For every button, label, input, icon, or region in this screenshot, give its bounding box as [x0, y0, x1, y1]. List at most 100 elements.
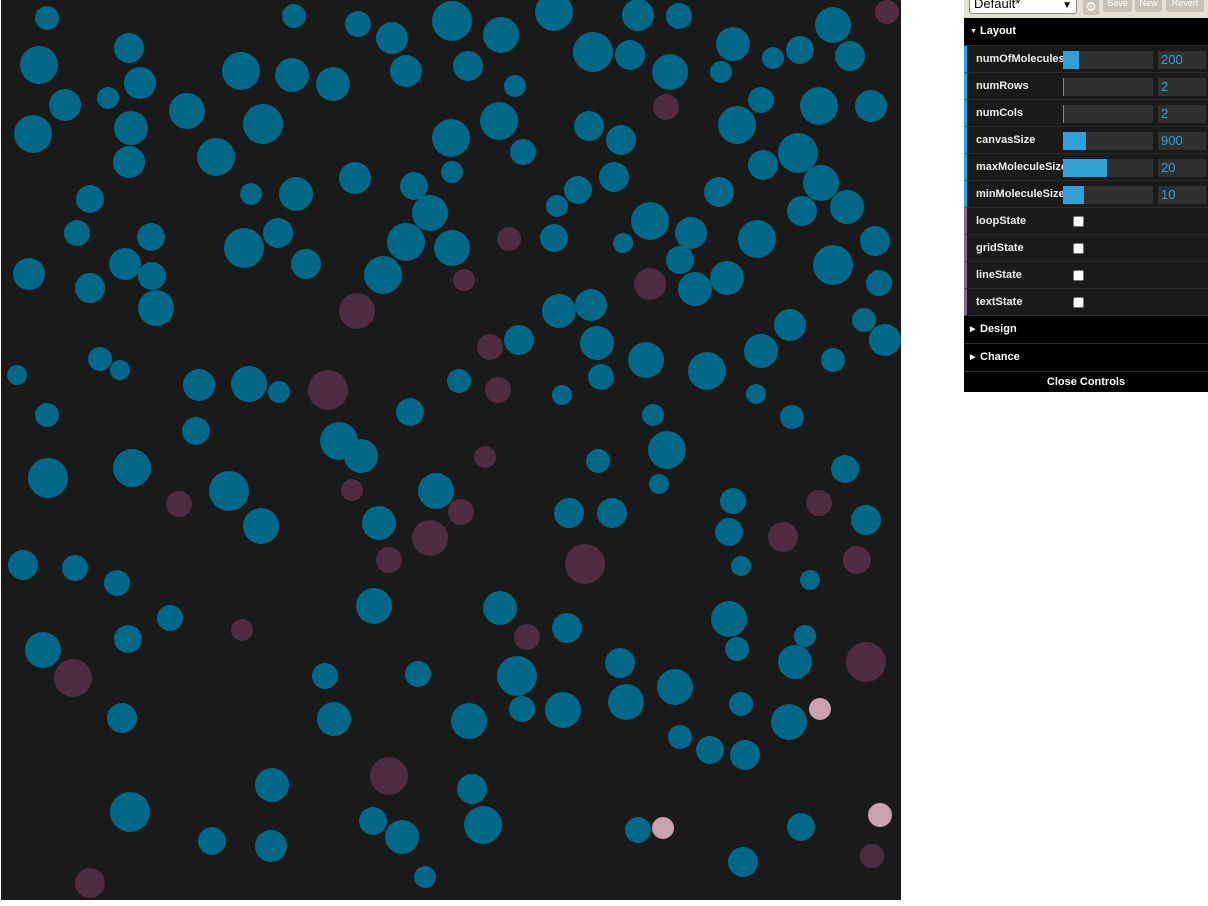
design-folder-title[interactable]: ▶ Design — [964, 316, 1208, 344]
molecule — [198, 827, 226, 855]
molecule — [14, 115, 52, 153]
slider-track[interactable] — [1063, 159, 1153, 177]
molecule — [109, 248, 141, 280]
molecule — [813, 245, 853, 285]
molecule — [565, 544, 605, 584]
molecule — [414, 866, 436, 888]
molecule — [649, 474, 669, 494]
slider-track[interactable] — [1063, 78, 1153, 96]
molecule — [76, 185, 104, 213]
gear-icon[interactable]: ⚙ — [1083, 0, 1099, 15]
molecule — [339, 162, 371, 194]
molecule — [432, 1, 472, 41]
checkbox[interactable] — [1073, 270, 1084, 281]
molecule — [509, 696, 535, 722]
checkbox[interactable] — [1073, 216, 1084, 227]
molecule — [588, 364, 614, 390]
checkbox[interactable] — [1073, 297, 1084, 308]
slider-track[interactable] — [1063, 105, 1153, 123]
molecule — [464, 806, 502, 844]
molecule — [744, 334, 778, 368]
molecule — [634, 268, 666, 300]
molecule — [855, 90, 887, 122]
molecule — [169, 93, 205, 129]
slider-track[interactable] — [1063, 51, 1153, 69]
triangle-right-icon: ▶ — [970, 354, 976, 361]
molecule — [504, 75, 526, 97]
molecule — [803, 165, 839, 201]
molecule — [599, 162, 629, 192]
preset-select[interactable]: Default* ▼ — [969, 0, 1077, 14]
molecule — [860, 844, 884, 868]
molecule — [608, 684, 644, 720]
molecule — [75, 273, 105, 303]
molecule — [657, 669, 693, 705]
molecule — [376, 22, 408, 54]
molecule — [480, 102, 518, 140]
number-input[interactable]: 200 — [1158, 51, 1206, 69]
slider-fill — [1063, 159, 1108, 177]
molecule — [166, 491, 192, 517]
molecule — [453, 269, 475, 291]
slider-row-maxMoleculeSize: maxMoleculeSize 20 — [964, 154, 1208, 181]
slider-row-canvasSize: canvasSize 900 — [964, 127, 1208, 154]
molecule — [477, 334, 503, 360]
chance-folder-title[interactable]: ▶ Chance — [964, 344, 1208, 372]
molecule — [728, 847, 758, 877]
molecule — [711, 601, 747, 637]
slider-fill — [1063, 51, 1080, 69]
molecule — [255, 768, 289, 802]
molecule — [597, 498, 627, 528]
molecule — [720, 488, 746, 514]
revert-button[interactable]: Revert — [1166, 0, 1204, 12]
molecule — [552, 385, 572, 405]
layout-folder-title[interactable]: ▼ Layout — [964, 18, 1208, 46]
number-input[interactable]: 2 — [1158, 78, 1206, 96]
molecule — [738, 220, 776, 258]
molecule — [688, 352, 726, 390]
molecule-canvas[interactable] — [1, 0, 901, 900]
molecule-svg — [7, 0, 901, 898]
checkbox[interactable] — [1073, 243, 1084, 254]
molecule — [666, 246, 694, 274]
molecule — [575, 289, 607, 321]
molecule — [778, 133, 818, 173]
molecule — [774, 309, 806, 341]
molecule — [268, 381, 290, 403]
number-input[interactable]: 20 — [1158, 159, 1206, 177]
number-input[interactable]: 2 — [1158, 105, 1206, 123]
molecule — [730, 740, 760, 770]
molecule — [243, 104, 283, 144]
new-button[interactable]: New — [1135, 0, 1162, 12]
molecule — [615, 40, 645, 70]
molecule — [606, 125, 636, 155]
molecule — [546, 195, 568, 217]
molecule — [49, 89, 81, 121]
molecule — [497, 656, 537, 696]
molecule — [434, 230, 470, 266]
layout-folder-label: Layout — [980, 25, 1017, 37]
molecule — [7, 365, 27, 385]
molecule — [35, 403, 59, 427]
number-input[interactable]: 900 — [1158, 132, 1206, 150]
molecule — [851, 505, 881, 535]
molecule — [364, 256, 402, 294]
molecule — [800, 570, 820, 590]
molecule — [648, 431, 686, 469]
molecule — [448, 499, 474, 525]
molecule — [138, 290, 174, 326]
number-input[interactable]: 10 — [1158, 186, 1206, 204]
molecule — [28, 458, 68, 498]
slider-track[interactable] — [1063, 132, 1153, 150]
molecule — [725, 637, 749, 661]
molecule — [359, 807, 387, 835]
close-controls-button[interactable]: Close Controls — [964, 372, 1208, 392]
slider-track[interactable] — [1063, 186, 1153, 204]
molecule — [412, 520, 448, 556]
molecule — [362, 506, 396, 540]
save-button[interactable]: Save — [1103, 0, 1132, 12]
molecule — [54, 659, 92, 697]
molecule — [385, 820, 419, 854]
molecule — [652, 54, 688, 90]
molecule — [748, 150, 778, 180]
